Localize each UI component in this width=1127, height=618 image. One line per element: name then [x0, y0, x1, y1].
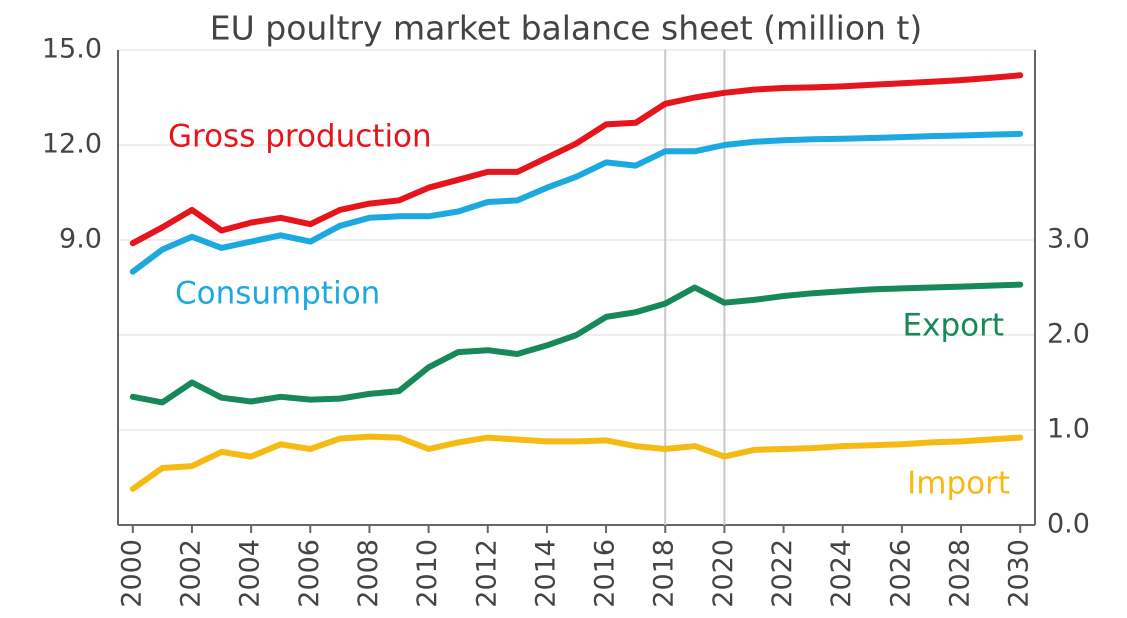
x-tick-label: 2004 [235, 539, 266, 608]
series-line [129, 433, 1024, 492]
x-tick-label: 2008 [353, 539, 384, 608]
series-line [129, 281, 1024, 406]
series-label: Consumption [175, 276, 380, 312]
x-tick-label: 2016 [590, 539, 621, 608]
x-tick-label: 2022 [767, 539, 798, 608]
y-tick-label: 9.0 [59, 224, 102, 255]
series-line [129, 72, 1024, 247]
chart-title: EU poultry market balance sheet (million… [210, 9, 923, 48]
y-tick-label: 15.0 [42, 34, 102, 65]
x-tick-label: 2012 [471, 539, 502, 608]
x-tick-label: 2026 [885, 539, 916, 608]
series-label: Gross production [168, 119, 432, 155]
x-tick-label: 2006 [294, 539, 325, 608]
x-tick-label: 2010 [412, 539, 443, 608]
y2-tick-label: 3.0 [1047, 224, 1090, 255]
x-tick-label: 2018 [649, 539, 680, 608]
x-tick-label: 2000 [116, 539, 147, 608]
series-line [129, 130, 1024, 275]
y2-tick-label: 1.0 [1047, 414, 1090, 445]
x-tick-label: 2030 [1004, 539, 1035, 608]
series-label: Export [903, 308, 1004, 344]
y2-tick-label: 2.0 [1047, 319, 1090, 350]
series-label: Import [907, 466, 1010, 502]
x-tick-label: 2024 [826, 539, 857, 608]
x-tick-label: 2020 [708, 539, 739, 608]
x-tick-label: 2028 [945, 539, 976, 608]
x-tick-label: 2014 [530, 539, 561, 608]
y2-tick-label: 0.0 [1047, 509, 1090, 540]
x-tick-label: 2002 [175, 539, 206, 608]
y-tick-label: 12.0 [42, 129, 102, 160]
